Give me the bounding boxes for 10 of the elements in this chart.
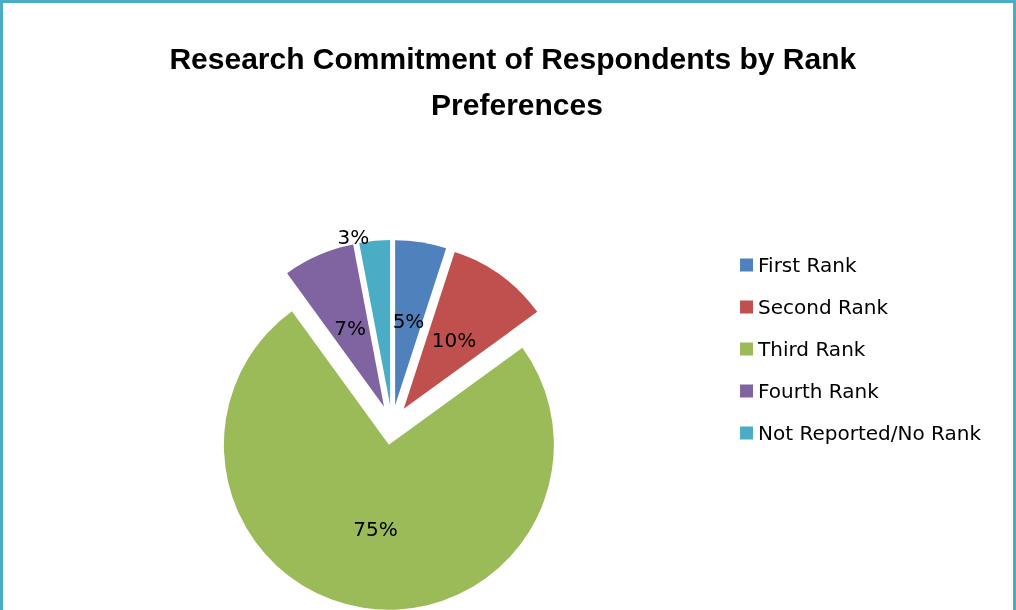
legend-label: Third Rank bbox=[757, 337, 866, 361]
data-label: 3% bbox=[337, 224, 370, 249]
legend-label: Not Reported/No Rank bbox=[758, 421, 982, 445]
data-label: 10% bbox=[431, 327, 477, 352]
legend-label: Second Rank bbox=[758, 295, 889, 319]
chart-title: Research Commitment of Respondents by Rank Preferences bbox=[169, 41, 865, 121]
data-label: 7% bbox=[334, 316, 366, 341]
legend-label: Fourth Rank bbox=[758, 379, 880, 403]
legend-label: First Rank bbox=[758, 253, 857, 277]
data-label: 75% bbox=[353, 517, 398, 542]
